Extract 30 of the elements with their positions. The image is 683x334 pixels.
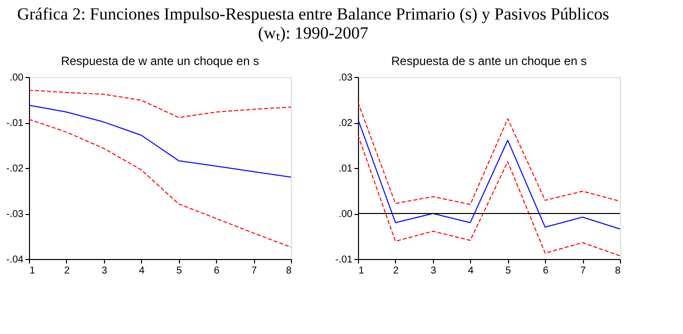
y-tick-label: .00	[338, 209, 353, 220]
x-tick-label: 6	[542, 266, 549, 276]
x-tick-label: 2	[64, 266, 70, 276]
y-tick-label: .03	[338, 72, 353, 84]
x-tick-label: 7	[251, 266, 258, 276]
y-tick-label: -.01	[6, 118, 24, 129]
chart-subtitle: Respuesta de s ante un choque en s	[391, 54, 587, 68]
x-tick-label: 3	[430, 266, 437, 276]
x-tick-label: 1	[30, 266, 36, 276]
y-tick-label: .00	[10, 72, 24, 84]
x-tick-label: 4	[139, 266, 146, 276]
y-tick-label: .01	[338, 164, 353, 174]
x-tick-label: 6	[214, 266, 220, 276]
x-tick-label: 8	[614, 266, 621, 276]
y-tick-label: .02	[338, 118, 353, 129]
y-tick-label: -.03	[6, 209, 24, 220]
chart-subtitle: Respuesta de w ante un choque en s	[60, 54, 260, 68]
text: Gráfica 2: Funciones Impulso-Respuesta entre Balance Primario (s) y Pasivos Públicos	[17, 4, 610, 24]
x-tick-label: 1	[358, 266, 364, 276]
x-tick-label: 3	[102, 266, 108, 276]
x-tick-label: 5	[176, 266, 182, 276]
y-tick-label: -.01	[335, 254, 353, 266]
text: (wₜ): 1990-2007	[258, 24, 368, 42]
x-tick-label: 4	[468, 266, 474, 276]
x-tick-label: 2	[393, 266, 400, 276]
y-tick-label: -.04	[6, 254, 24, 266]
x-tick-label: 5	[505, 266, 512, 276]
y-tick-label: -.02	[6, 164, 24, 174]
x-tick-label: 8	[286, 266, 292, 276]
x-tick-label: 7	[580, 266, 586, 276]
